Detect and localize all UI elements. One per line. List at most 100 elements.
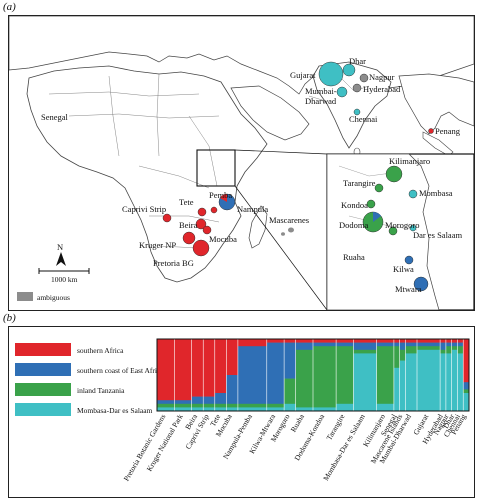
label-tarangire: Tarangire (343, 178, 376, 188)
ambiguous-legend-swatch (17, 292, 33, 301)
bar-segment-11-south_coast (336, 342, 354, 347)
bar-segment-15-southern_africa (399, 339, 406, 343)
pie-dhar (342, 63, 356, 77)
pie-markers (162, 61, 434, 257)
bar-segment-0-inland_tanzania (157, 403, 175, 408)
label-nagpur: Nagpur (369, 72, 395, 82)
bar-segment-4-mombasa (214, 407, 227, 412)
bar-segment-2-inland_tanzania (191, 403, 204, 408)
bar-segment-0-southern_africa (157, 339, 175, 401)
label-dar: Dar es Salaam (413, 230, 462, 240)
bar-segment-1-mombasa (174, 407, 192, 412)
inset-connector-bottom (234, 185, 328, 310)
pie-mtwara (413, 276, 429, 292)
x-label-group: Ruaha (289, 412, 307, 434)
label-dharwad: Dharwad (305, 96, 337, 106)
land-southeast-asia (398, 73, 474, 135)
bar-segment-4-southern_africa (214, 339, 227, 394)
legend-label-inland_tanzania: inland Tanzania (77, 386, 125, 395)
bar-segment-14-mombasa (393, 367, 400, 412)
bar-segment-14-south_coast (393, 342, 400, 347)
bar-segment-17-southern_africa (417, 339, 441, 343)
inset-locator-box (196, 149, 236, 187)
structure-legend: southern Africa southern coast of East Af… (15, 343, 164, 416)
label-dhar: Dhar (349, 56, 366, 66)
mascarene-islands-marker (288, 227, 294, 233)
pie-kondoa (366, 199, 376, 209)
label-pemba: Pemba (209, 190, 232, 200)
label-mtwara: Mtwara (395, 284, 422, 294)
legend-swatch-mombasa (15, 403, 71, 416)
bar-segment-21-inland_tanzania (457, 346, 464, 354)
bar-segment-1-south_coast (174, 400, 192, 405)
bar-segment-15-inland_tanzania (399, 349, 406, 361)
legend-swatch-southern_africa (15, 343, 71, 356)
bar-segment-7-south_coast (266, 342, 285, 405)
bar-segment-10-mombasa (313, 407, 337, 412)
bar-segment-13-inland_tanzania (376, 346, 395, 405)
bar-segment-19-inland_tanzania (445, 346, 452, 354)
pie-mombasa (408, 189, 418, 199)
scale-label: 1000 km (51, 275, 78, 284)
structure-bars (157, 339, 470, 412)
bar-segment-21-mombasa (457, 353, 464, 412)
structure-bars-border (156, 338, 470, 412)
bar-segment-16-south_coast (405, 342, 418, 347)
bar-segment-18-south_coast (440, 342, 447, 351)
bar-segment-12-mombasa (353, 353, 377, 412)
label-mumbai: Mumbai- (305, 86, 337, 96)
label-chennai: Chennai (349, 114, 378, 124)
bar-segment-13-mombasa (376, 403, 395, 412)
label-caprivi: Caprivi Strip (122, 204, 166, 214)
bar-segment-12-southern_africa (353, 339, 377, 343)
bar-segment-1-southern_africa (174, 339, 192, 401)
bar-segment-22-inland_tanzania (463, 389, 470, 394)
panel-b-label: (b) (3, 312, 16, 324)
bar-segment-16-inland_tanzania (405, 346, 418, 354)
label-ruaha: Ruaha (343, 252, 365, 262)
map-canvas: Senegal Gujarat Dhar Nagpur Hyderabad Mu… (9, 16, 474, 310)
bar-segment-6-south_coast (237, 346, 268, 405)
pie-chennai (353, 108, 361, 116)
bar-segment-21-south_coast (457, 342, 464, 347)
x-label-group: Mombasa-Dar es Salaam (321, 412, 367, 482)
north-arrow-label: N (57, 242, 63, 252)
bar-segment-18-inland_tanzania (440, 349, 447, 354)
legend-label-south_coast: southern coast of East Africa (77, 366, 164, 375)
bar-segment-14-inland_tanzania (393, 346, 400, 369)
bar-segment-0-south_coast (157, 400, 175, 405)
ambiguous-legend-label: ambiguous (37, 293, 70, 302)
inset-map: Kilimanjaro Tarangire Mombasa Kondoa Dod… (326, 153, 474, 310)
bar-segment-20-south_coast (451, 342, 458, 347)
scale-bar: 1000 km (38, 268, 90, 284)
bar-segment-17-south_coast (417, 342, 441, 347)
bar-segment-7-southern_africa (266, 339, 285, 343)
bar-segment-8-inland_tanzania (284, 378, 296, 405)
pie-mumbai-dharwad (336, 86, 348, 98)
bar-segment-13-south_coast (376, 342, 395, 347)
pie-morogoro (388, 226, 398, 236)
pie-dar (409, 224, 417, 232)
label-kruger: Kruger NP (139, 240, 176, 250)
legend-label-southern_africa: southern Africa (77, 346, 124, 355)
bar-segment-22-mombasa (463, 393, 470, 412)
bar-segment-17-inland_tanzania (417, 346, 441, 351)
bar-segment-17-mombasa (417, 349, 441, 412)
bar-segment-16-mombasa (405, 353, 418, 412)
label-hyderabad: Hyderabad (363, 84, 401, 94)
label-kilimanjaro: Kilimanjaro (389, 156, 430, 166)
bar-segment-1-inland_tanzania (174, 403, 192, 408)
legend-swatch-inland_tanzania (15, 383, 71, 396)
bar-segment-20-mombasa (451, 349, 458, 412)
label-tete: Tete (179, 197, 194, 207)
legend-label-mombasa: Mombasa-Dar es Salaam (77, 406, 153, 415)
bar-segment-8-south_coast (284, 342, 296, 379)
label-morogoro: Morogoro (385, 220, 419, 230)
bar-segment-22-south_coast (463, 382, 470, 390)
mascarene-islands-marker-2 (281, 232, 285, 236)
bar-segment-19-mombasa (445, 353, 452, 412)
bar-segment-5-inland_tanzania (226, 403, 239, 408)
pie-mocuba (202, 225, 212, 235)
bar-segment-9-inland_tanzania (295, 349, 314, 408)
